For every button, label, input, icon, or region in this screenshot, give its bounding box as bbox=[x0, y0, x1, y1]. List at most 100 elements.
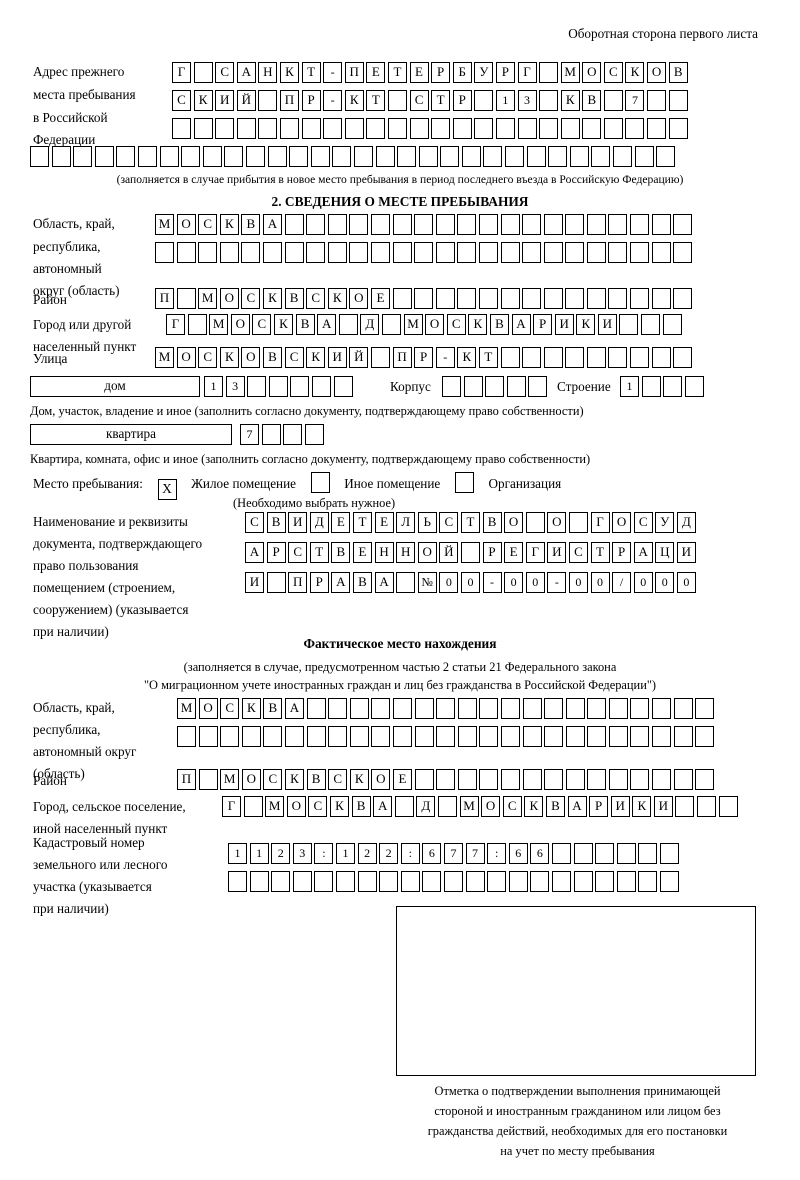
char-cell[interactable]: В bbox=[295, 314, 315, 335]
char-cell[interactable] bbox=[392, 242, 412, 263]
char-cell[interactable] bbox=[414, 288, 434, 309]
char-cell[interactable] bbox=[630, 726, 650, 747]
char-cell[interactable] bbox=[284, 726, 304, 747]
char-cell[interactable]: М bbox=[155, 347, 174, 368]
char-cell[interactable] bbox=[630, 288, 650, 309]
char-cell[interactable] bbox=[544, 769, 564, 790]
char-cell[interactable] bbox=[508, 871, 528, 892]
char-cell[interactable] bbox=[436, 769, 456, 790]
char-cell[interactable]: М bbox=[209, 314, 229, 335]
char-cell[interactable]: Т bbox=[590, 542, 610, 563]
char-cell[interactable] bbox=[349, 698, 369, 719]
char-cell[interactable] bbox=[526, 146, 546, 167]
char-cell[interactable] bbox=[528, 376, 548, 397]
char-cell[interactable]: М bbox=[155, 214, 174, 235]
char-cell[interactable] bbox=[522, 347, 542, 368]
char-cell[interactable] bbox=[457, 214, 477, 235]
char-cell[interactable]: С bbox=[328, 769, 348, 790]
char-cell[interactable]: А bbox=[633, 542, 653, 563]
char-cell[interactable] bbox=[668, 90, 688, 111]
char-cell[interactable] bbox=[457, 726, 477, 747]
char-cell[interactable] bbox=[392, 288, 412, 309]
char-cell[interactable]: А bbox=[317, 314, 337, 335]
char-cell[interactable] bbox=[651, 288, 671, 309]
char-cell[interactable] bbox=[198, 769, 218, 790]
char-cell[interactable]: И bbox=[676, 542, 696, 563]
char-cell[interactable]: К bbox=[306, 347, 326, 368]
char-cell[interactable] bbox=[219, 242, 239, 263]
char-cell[interactable] bbox=[630, 214, 650, 235]
char-cell[interactable] bbox=[718, 796, 738, 817]
char-cell[interactable] bbox=[619, 314, 639, 335]
char-cell[interactable]: В bbox=[668, 62, 688, 83]
char-cell[interactable]: Г bbox=[517, 62, 537, 83]
char-cell[interactable] bbox=[387, 90, 407, 111]
char-cell[interactable] bbox=[370, 347, 390, 368]
char-cell[interactable]: : bbox=[400, 843, 420, 864]
char-cell[interactable]: И bbox=[215, 90, 235, 111]
char-cell[interactable]: Е bbox=[504, 542, 524, 563]
char-cell[interactable]: 3 bbox=[225, 376, 245, 397]
char-cell[interactable]: С bbox=[308, 796, 328, 817]
char-cell[interactable]: Й bbox=[349, 347, 369, 368]
char-cell[interactable]: В bbox=[306, 769, 326, 790]
char-cell[interactable]: О bbox=[481, 796, 501, 817]
char-cell[interactable] bbox=[479, 769, 499, 790]
char-cell[interactable] bbox=[551, 843, 571, 864]
char-cell[interactable]: О bbox=[286, 796, 306, 817]
char-cell[interactable] bbox=[457, 769, 477, 790]
char-cell[interactable] bbox=[565, 726, 585, 747]
char-cell[interactable]: Л bbox=[396, 512, 416, 533]
char-cell[interactable] bbox=[565, 698, 585, 719]
char-cell[interactable] bbox=[539, 118, 559, 139]
char-cell[interactable] bbox=[418, 146, 438, 167]
char-cell[interactable] bbox=[652, 726, 672, 747]
char-cell[interactable] bbox=[608, 242, 628, 263]
char-cell[interactable]: 0 bbox=[525, 572, 545, 593]
char-cell[interactable] bbox=[668, 118, 688, 139]
char-cell[interactable] bbox=[306, 214, 326, 235]
char-cell[interactable]: 7 bbox=[240, 424, 259, 445]
char-cell[interactable] bbox=[431, 118, 451, 139]
char-cell[interactable] bbox=[505, 146, 525, 167]
char-cell[interactable]: О bbox=[176, 347, 196, 368]
char-cell[interactable] bbox=[522, 242, 542, 263]
char-cell[interactable] bbox=[565, 214, 585, 235]
char-cell[interactable]: Б bbox=[452, 62, 472, 83]
char-cell[interactable]: Е bbox=[366, 62, 386, 83]
char-cell[interactable] bbox=[172, 118, 191, 139]
char-cell[interactable] bbox=[673, 726, 693, 747]
char-cell[interactable] bbox=[323, 118, 343, 139]
char-cell[interactable]: 1 bbox=[228, 843, 247, 864]
char-cell[interactable]: М bbox=[459, 796, 479, 817]
char-cell[interactable] bbox=[543, 214, 563, 235]
char-cell[interactable]: 2 bbox=[357, 843, 377, 864]
char-cell[interactable]: Р bbox=[414, 347, 434, 368]
char-cell[interactable]: В bbox=[331, 542, 351, 563]
char-cell[interactable]: О bbox=[504, 512, 524, 533]
char-cell[interactable]: В bbox=[489, 314, 509, 335]
char-cell[interactable] bbox=[155, 242, 174, 263]
char-cell[interactable]: К bbox=[344, 90, 364, 111]
char-cell[interactable] bbox=[202, 146, 222, 167]
char-cell[interactable] bbox=[695, 769, 715, 790]
char-cell[interactable] bbox=[551, 871, 571, 892]
char-cell[interactable]: К bbox=[273, 314, 293, 335]
char-cell[interactable] bbox=[284, 214, 304, 235]
char-cell[interactable] bbox=[137, 146, 157, 167]
char-cell[interactable] bbox=[328, 698, 348, 719]
char-cell[interactable] bbox=[530, 871, 550, 892]
char-cell[interactable]: О bbox=[176, 214, 196, 235]
char-cell[interactable] bbox=[630, 769, 650, 790]
char-cell[interactable] bbox=[587, 698, 607, 719]
char-cell[interactable]: Р bbox=[452, 90, 472, 111]
char-cell[interactable]: В bbox=[262, 347, 282, 368]
char-cell[interactable] bbox=[414, 698, 434, 719]
char-cell[interactable]: Р bbox=[495, 62, 515, 83]
char-cell[interactable]: В bbox=[545, 796, 565, 817]
char-cell[interactable] bbox=[193, 118, 213, 139]
char-cell[interactable] bbox=[198, 242, 218, 263]
char-cell[interactable]: П bbox=[279, 90, 299, 111]
